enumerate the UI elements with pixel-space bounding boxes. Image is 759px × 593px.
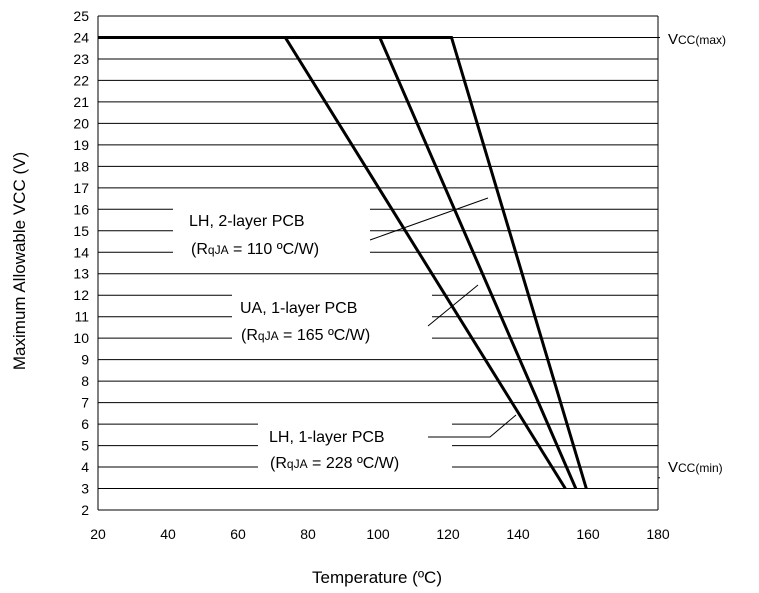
annotation-rthja: (RqJA = 228 ºC/W)	[270, 455, 399, 472]
y-tick-label: 14	[73, 244, 89, 260]
x-tick-label: 40	[160, 526, 176, 542]
y-tick-label: 18	[73, 158, 89, 174]
y-tick-label: 25	[73, 8, 89, 24]
annotation-lh-1layer: LH, 1-layer PCB (RqJA = 228 ºC/W)	[258, 414, 517, 479]
annotation-title: UA, 1-layer PCB	[240, 300, 357, 317]
y-tick-label: 23	[73, 51, 89, 67]
y-tick-label: 6	[81, 416, 89, 432]
annotation-lh-2layer: LH, 2-layer PCB (RqJA = 110 ºC/W)	[173, 197, 489, 262]
annotation-background	[258, 423, 452, 479]
annotation-background	[232, 292, 432, 348]
series-line	[98, 36, 588, 489]
annotation-rthja: (RqJA = 165 ºC/W)	[241, 327, 370, 344]
y-tick-label: 10	[73, 330, 89, 346]
y-tick-label: 7	[81, 395, 89, 411]
grid-lines	[97, 15, 660, 511]
y-tick-label: 15	[73, 223, 89, 239]
y-tick-label: 8	[81, 373, 89, 389]
annotation-leader	[427, 284, 479, 327]
x-tick-label: 100	[366, 526, 390, 542]
x-ticks: 20 40 60 80 100 120 140 160 180	[90, 526, 670, 542]
annotation-title: LH, 1-layer PCB	[269, 429, 385, 446]
annotation-ua-1layer: UA, 1-layer PCB (RqJA = 165 ºC/W)	[232, 284, 479, 348]
y-tick-label: 17	[73, 180, 89, 196]
y-tick-label: 19	[73, 137, 89, 153]
y-tick-label: 5	[81, 438, 89, 454]
y-tick-label: 24	[73, 29, 89, 45]
annotation-background	[173, 206, 370, 262]
y-tick-label: 13	[73, 266, 89, 282]
vcc-max-label: VCC(max)	[668, 31, 726, 48]
series-lines	[98, 36, 588, 490]
y-tick-label: 11	[74, 309, 89, 325]
x-tick-label: 120	[436, 526, 460, 542]
annotation-leader	[369, 197, 489, 241]
x-axis-label: Temperature (ºC)	[312, 568, 442, 587]
annotation-title: LH, 2-layer PCB	[189, 213, 305, 230]
y-tick-label: 9	[81, 352, 89, 368]
series-line	[98, 36, 567, 490]
y-axis-label: Maximum Allowable VCC (V)	[10, 152, 29, 370]
vcc-min-label: VCC(min)	[668, 459, 723, 476]
x-tick-label: 160	[576, 526, 600, 542]
annotation-leader	[428, 414, 517, 438]
series-line	[98, 36, 578, 490]
y-tick-label: 22	[73, 72, 89, 88]
annotation-rthja: (RqJA = 110 ºC/W)	[191, 241, 319, 258]
y-tick-label: 20	[73, 115, 89, 131]
x-tick-label: 180	[646, 526, 670, 542]
y-tick-label: 12	[73, 287, 89, 303]
x-tick-label: 20	[90, 526, 106, 542]
y-tick-label: 16	[73, 201, 89, 217]
x-tick-label: 80	[300, 526, 316, 542]
y-tick-label: 21	[73, 94, 89, 110]
y-tick-label: 2	[81, 502, 89, 518]
x-tick-label: 140	[506, 526, 530, 542]
y-tick-label: 3	[81, 481, 89, 497]
y-tick-label: 4	[81, 459, 89, 475]
x-tick-label: 60	[230, 526, 246, 542]
